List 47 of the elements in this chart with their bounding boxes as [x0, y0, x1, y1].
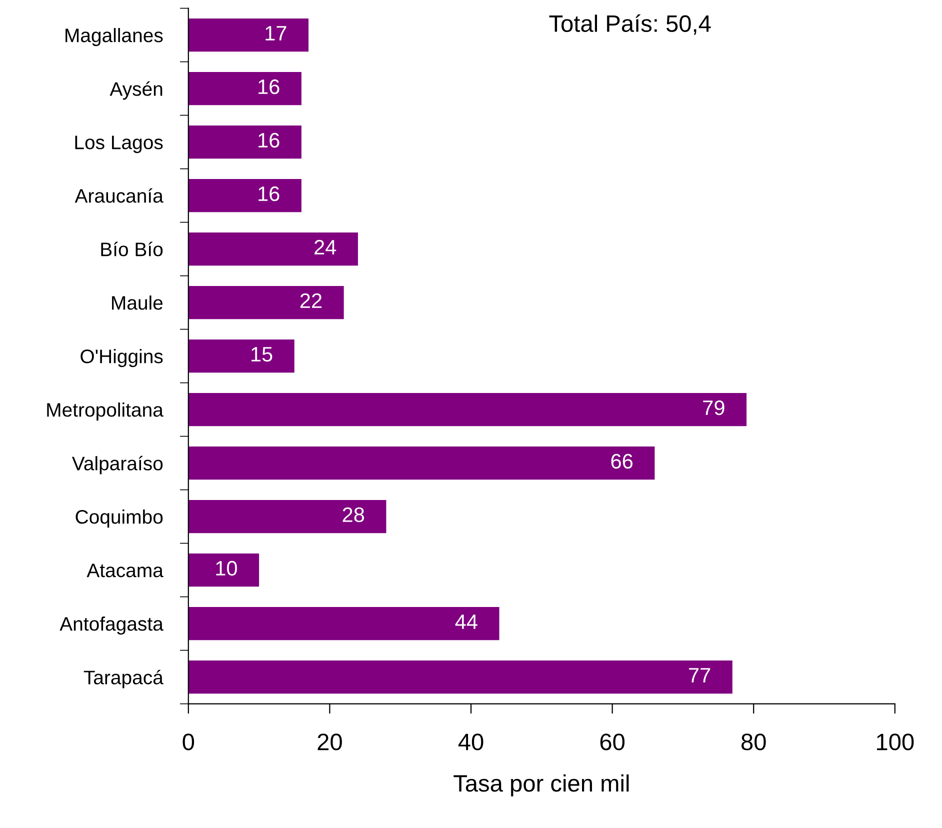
data-label: 16: [258, 186, 280, 202]
y-tick-label: Araucanía: [74, 188, 164, 203]
y-tick-label: Atacama: [86, 564, 164, 578]
y-tick-label: O'Higgins: [80, 348, 163, 368]
bar: [188, 446, 655, 480]
x-axis-title: Tasa por cien mil: [454, 774, 629, 796]
bar: [188, 72, 302, 106]
y-tick-label: Maule: [112, 295, 163, 310]
data-label: 16: [258, 132, 280, 148]
annotation: Total País: 50,4: [549, 14, 711, 35]
y-tick-label: Magallanes: [66, 28, 163, 46]
data-label: 22: [300, 293, 322, 308]
bar: [188, 286, 344, 320]
data-label: 17: [266, 26, 286, 40]
y-tick-label: Tarapacá: [84, 670, 164, 688]
bar: [188, 553, 260, 587]
x-tick-label: 60: [600, 734, 625, 750]
x-tick-label: 80: [741, 734, 766, 750]
bar: [188, 660, 732, 694]
data-label: 66: [611, 454, 633, 469]
bar: [188, 18, 309, 52]
data-label: 79: [703, 400, 724, 416]
bar: [188, 339, 294, 373]
data-label: 15: [252, 347, 272, 362]
y-tick-label: Aysén: [110, 81, 162, 100]
bar: [188, 178, 302, 212]
data-label: 28: [342, 507, 364, 522]
data-label: 24: [314, 240, 336, 254]
bar: [188, 392, 747, 426]
bar: [188, 125, 302, 159]
y-tick-label: Coquimbo: [76, 510, 163, 528]
bar: [188, 232, 358, 266]
y-tick-label: Los Lagos: [75, 136, 163, 154]
y-tick-label: Valparaíso: [72, 456, 163, 474]
x-tick-label: 20: [318, 734, 342, 750]
x-tick-label: 100: [877, 734, 914, 750]
y-tick-label: Metropolitana: [47, 402, 164, 421]
data-label: 44: [455, 614, 478, 629]
x-tick-label: 40: [458, 734, 484, 750]
bar: [188, 500, 386, 534]
data-label: 77: [689, 668, 710, 682]
data-label: 10: [216, 560, 237, 576]
x-tick-label: 0: [182, 734, 194, 750]
bar: [188, 606, 500, 640]
data-label: 16: [258, 79, 280, 94]
y-tick-label: Bío Bío: [101, 242, 163, 256]
y-tick-label: Antofagasta: [60, 616, 164, 635]
